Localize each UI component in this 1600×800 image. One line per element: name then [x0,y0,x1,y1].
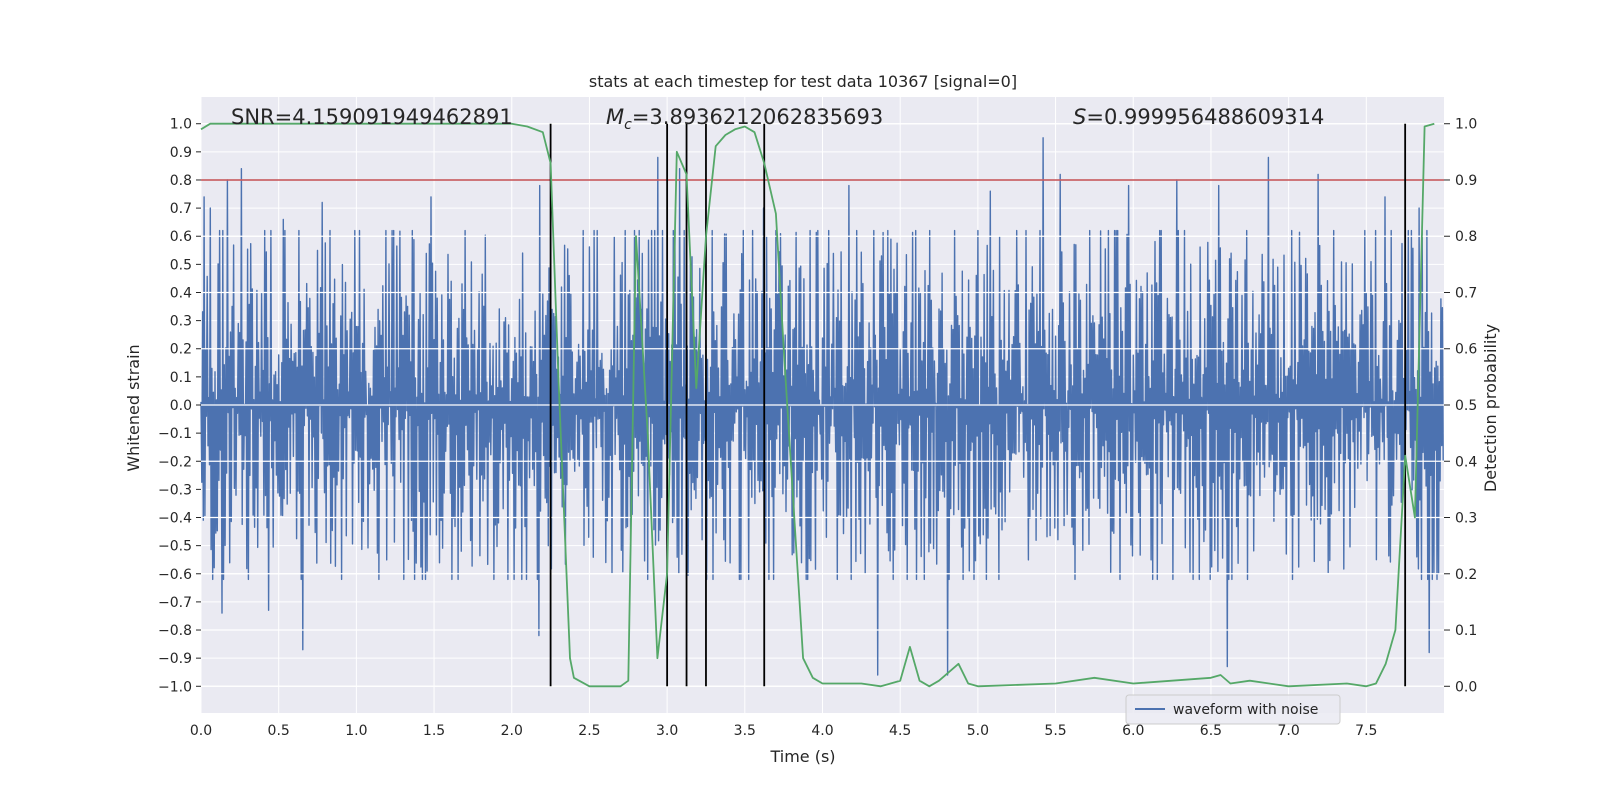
x-tick-label: 7.5 [1355,723,1377,739]
x-tick-label: 2.0 [501,723,523,739]
y-left-tick-label: 0.7 [170,201,192,217]
x-tick-label: 5.5 [1044,723,1066,739]
x-tick-label: 0.5 [268,723,290,739]
legend-waveform-label: waveform with noise [1173,702,1318,718]
y-left-tick-label: 0.2 [170,342,192,358]
y-right-tick-label: 0.5 [1455,398,1477,414]
y-right-tick-label: 1.0 [1455,117,1477,133]
chirp-mass-symbol: M [606,105,624,129]
chart-title: stats at each timestep for test data 103… [589,72,1017,91]
y-left-tick-label: 0.8 [170,173,192,189]
y-right-tick-label: 0.1 [1455,623,1477,639]
y-left-tick-label: −1.0 [158,679,192,695]
x-tick-label: 1.0 [345,723,367,739]
y-right-tick-label: 0.4 [1455,454,1477,470]
y-right-tick-label: 0.9 [1455,173,1477,189]
snr-annotation: SNR=4.159091949462891 [231,105,513,129]
chirp-mass-value: =3.8936212062835693 [632,105,883,129]
y-left-tick-label: −0.7 [158,595,192,611]
labels-layer: stats at each timestep for test data 103… [124,72,1500,766]
s-annotation: S=0.999956488609314 [1073,105,1324,129]
y-left-tick-label: 1.0 [170,117,192,133]
chirp-mass-subscript: c [624,117,632,133]
y-left-tick-label: −0.5 [158,539,192,555]
x-tick-label: 7.0 [1277,723,1299,739]
y-left-tick-label: −0.4 [158,511,192,527]
y-right-tick-label: 0.6 [1455,342,1477,358]
x-tick-label: 6.0 [1122,723,1144,739]
s-value: =0.999956488609314 [1086,105,1324,129]
y-axis-right-label: Detection probability [1481,324,1500,492]
x-tick-label: 3.0 [656,723,678,739]
s-symbol: S [1073,105,1086,129]
y-left-tick-label: 0.5 [170,257,192,273]
chirp-mass-annotation: Mc=3.8936212062835693 [606,105,883,133]
x-tick-label: 0.0 [190,723,212,739]
x-tick-label: 4.0 [811,723,833,739]
y-right-tick-label: 0.3 [1455,511,1477,527]
y-left-tick-label: 0.4 [170,285,192,301]
y-left-tick-label: 0.1 [170,370,192,386]
probability-series [200,122,1435,688]
y-left-tick-label: −0.3 [158,482,192,498]
y-left-tick-label: 0.3 [170,314,192,330]
y-left-tick-label: −0.9 [158,651,192,667]
waveform-series [200,137,1444,676]
y-left-tick-label: −0.2 [158,454,192,470]
x-tick-label: 6.5 [1200,723,1222,739]
x-tick-label: 2.5 [578,723,600,739]
y-left-tick-label: −0.6 [158,567,192,583]
y-axis-left-label: Whitened strain [124,344,143,471]
y-right-tick-label: 0.2 [1455,567,1477,583]
plot-area: 0.0 0.5 1.0 1.5 2.0 2.5 3.0 3.5 4.0 4.5 5.0 5.5 6.0 6… [158,97,1477,739]
y-right-tick-label: 0.7 [1455,285,1477,301]
y-left-tick-label: 0.6 [170,229,192,245]
legend: waveform with noise [1125,694,1341,725]
x-tick-label: 1.5 [423,723,445,739]
y-left-tick-label: −0.8 [158,623,192,639]
y-right-tick-label: 0.8 [1455,229,1477,245]
x-tick-label: 5.0 [967,723,989,739]
x-tick-label: 3.5 [734,723,756,739]
x-axis-label: Time (s) [769,747,835,766]
y-left-tick-label: 0.9 [170,145,192,161]
legend-box [1125,694,1341,725]
y-left-tick-label: −0.1 [158,426,192,442]
x-tick-label: 4.5 [889,723,911,739]
y-right-tick-label: 0.0 [1455,679,1477,695]
y-left-tick-label: 0.0 [170,398,192,414]
